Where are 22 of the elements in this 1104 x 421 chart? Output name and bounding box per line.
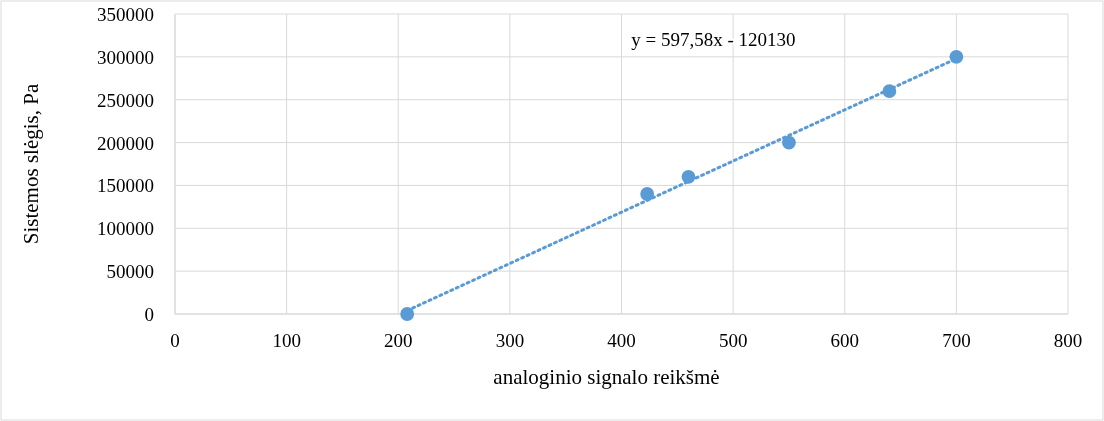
- x-tick-label: 300: [495, 330, 525, 351]
- x-tick-label: 400: [607, 330, 636, 351]
- x-tick-label: 600: [830, 330, 859, 351]
- y-tick-label: 0: [144, 304, 154, 325]
- x-tick-label: 700: [942, 330, 971, 351]
- annotation: y = 597,58x - 120130: [631, 29, 796, 50]
- point: [400, 307, 415, 321]
- point: [782, 135, 796, 150]
- y-tick-label: 300000: [97, 46, 154, 68]
- y-tick-label: 100000: [97, 218, 154, 240]
- x-tick-label: 200: [384, 330, 413, 351]
- y-tick-label: 350000: [97, 4, 154, 25]
- y-tick-label: 200000: [97, 132, 154, 154]
- x-tick-label: 500: [718, 330, 748, 351]
- y-axis-title: Sistemos slėgis, Pa: [19, 83, 43, 245]
- y-tick-label: 150000: [97, 175, 154, 197]
- x-axis-title: analoginio signalo reikšmė: [493, 365, 720, 389]
- y-tick-label: 250000: [97, 89, 154, 111]
- x-tick-label: 100: [272, 330, 301, 351]
- y-tick-label: 50000: [106, 261, 154, 283]
- x-tick-label: 800: [1053, 330, 1083, 351]
- x-tick-label: 0: [170, 330, 180, 351]
